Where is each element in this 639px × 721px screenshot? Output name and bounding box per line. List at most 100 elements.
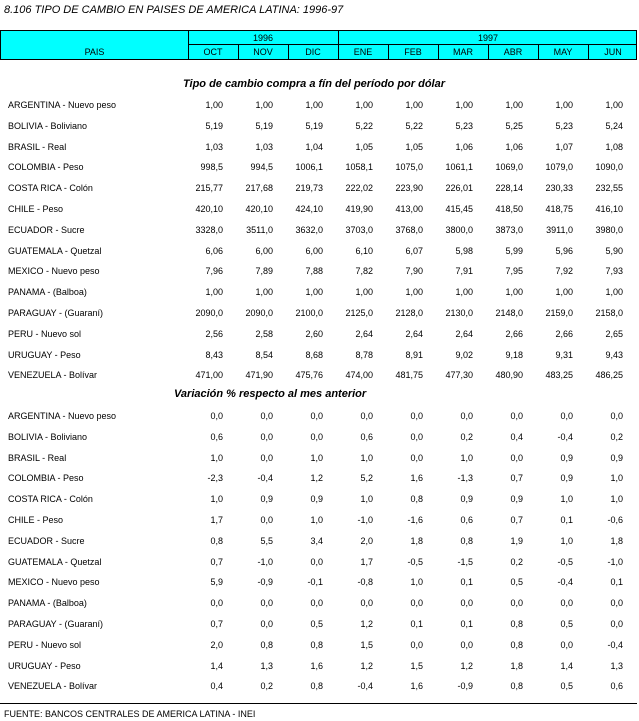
country: ARGENTINA - Nuevo peso	[8, 100, 117, 110]
cell-value: 0,2	[260, 681, 273, 692]
cell-value: 1,7	[210, 515, 223, 525]
cell-value: 0,0	[260, 431, 273, 442]
cell-value: 477,30	[445, 370, 473, 381]
cell-value: 1,0	[410, 577, 423, 588]
cell-value: 0,0	[310, 556, 323, 567]
cell-value: 0,1	[560, 515, 573, 525]
country: BRASIL - Real	[8, 141, 67, 152]
month-header: MAR	[453, 47, 473, 57]
cell-value: 1,00	[255, 287, 273, 298]
country: ARGENTINA - Nuevo peso	[8, 411, 117, 421]
cell-value: 1,07	[555, 141, 573, 152]
cell-value: 0,7	[210, 619, 223, 629]
country: PERU - Nuevo sol	[8, 639, 82, 650]
cell-value: 0,8	[510, 681, 523, 692]
cell-value: 1079,0	[545, 162, 573, 173]
cell-value: 2,66	[505, 328, 523, 339]
cell-value: 8,91	[405, 349, 423, 360]
cell-value: 7,89	[255, 266, 273, 277]
country: CHILE - Peso	[8, 515, 64, 525]
cell-value: 5,96	[555, 245, 573, 256]
country: COSTA RICA - Colón	[8, 494, 93, 505]
cell-value: 0,0	[260, 619, 273, 629]
year-header: 1996	[252, 33, 274, 43]
cell-value: 1,00	[355, 100, 373, 110]
cell-value: 0,0	[510, 411, 523, 421]
cell-value: 7,93	[605, 266, 623, 277]
cell-value: 8,78	[355, 349, 373, 360]
cell-value: 215,77	[195, 183, 223, 194]
cell-value: 3703,0	[345, 224, 373, 235]
cell-value: 415,45	[445, 204, 473, 214]
cell-value: 1,0	[460, 452, 473, 463]
cell-value: 0,1	[410, 619, 423, 629]
divider	[188, 31, 189, 59]
cell-value: 1,2	[360, 660, 373, 671]
cell-value: 0,8	[310, 681, 323, 692]
cell-value: 0,5	[560, 619, 573, 629]
cell-value: 0,0	[410, 452, 423, 463]
cell-value: 2158,0	[595, 308, 623, 318]
cell-value: 5,25	[505, 120, 523, 131]
cell-value: 1,00	[455, 287, 473, 298]
cell-value: 5,5	[260, 535, 273, 546]
cell-value: 3873,0	[495, 224, 523, 235]
cell-value: 416,10	[595, 204, 623, 214]
cell-value: 6,10	[355, 245, 373, 256]
cell-value: 1,06	[505, 141, 523, 152]
cell-value: 2,58	[255, 328, 273, 339]
cell-value: -1,5	[457, 556, 473, 567]
cell-value: 0,2	[510, 556, 523, 567]
cell-value: 5,22	[405, 120, 423, 131]
cell-value: 0,6	[360, 431, 373, 442]
cell-value: 9,43	[605, 349, 623, 360]
cell-value: 1,7	[360, 556, 373, 567]
cell-value: 1,00	[305, 100, 323, 110]
cell-value: 0,1	[460, 619, 473, 629]
cell-value: 0,9	[510, 494, 523, 505]
cell-value: 483,25	[545, 370, 573, 381]
cell-value: 1,0	[560, 494, 573, 505]
country: GUATEMALA - Quetzal	[8, 556, 102, 567]
cell-value: 7,95	[505, 266, 523, 277]
cell-value: 2090,0	[245, 308, 273, 318]
country: MEXICO - Nuevo peso	[8, 577, 100, 588]
cell-value: 0,0	[510, 598, 523, 609]
cell-value: 1,00	[505, 100, 523, 110]
cell-value: 0,0	[310, 598, 323, 609]
cell-value: 0,6	[210, 431, 223, 442]
cell-value: 2,56	[205, 328, 223, 339]
cell-value: 7,82	[355, 266, 373, 277]
cell-value: 0,0	[610, 598, 623, 609]
section-title: Tipo de cambio compra a fín del período …	[183, 78, 445, 90]
cell-value: 0,6	[460, 515, 473, 525]
cell-value: 0,0	[260, 515, 273, 525]
table-header: PAIS 1996 1997 OCT NOV DIC ENE FEB MAR ABR MAY JUN	[0, 30, 637, 60]
cell-value: 0,8	[460, 535, 473, 546]
cell-value: 413,00	[395, 204, 423, 214]
cell-value: 0,9	[560, 473, 573, 484]
cell-value: 5,23	[455, 120, 473, 131]
cell-value: 1,0	[560, 535, 573, 546]
cell-value: 1,0	[310, 452, 323, 463]
cell-value: 1006,1	[295, 162, 323, 173]
cell-value: 0,0	[610, 411, 623, 421]
cell-value: 5,19	[205, 120, 223, 131]
country: BOLIVIA - Boliviano	[8, 120, 88, 131]
cell-value: 1,00	[555, 287, 573, 298]
cell-value: 1,8	[510, 660, 523, 671]
cell-value: 1,00	[605, 287, 623, 298]
cell-value: 7,90	[405, 266, 423, 277]
cell-value: 0,0	[460, 639, 473, 650]
cell-value: 0,2	[610, 431, 623, 442]
month-header: FEB	[404, 47, 422, 57]
cell-value: 994,5	[250, 162, 273, 173]
cell-value: 1061,1	[445, 162, 473, 173]
cell-value: 2,64	[455, 328, 473, 339]
cell-value: 3328,0	[195, 224, 223, 235]
cell-value: 471,00	[195, 370, 223, 381]
divider	[438, 44, 439, 59]
cell-value: 418,50	[495, 204, 523, 214]
cell-value: 7,91	[455, 266, 473, 277]
cell-value: 0,6	[610, 681, 623, 692]
